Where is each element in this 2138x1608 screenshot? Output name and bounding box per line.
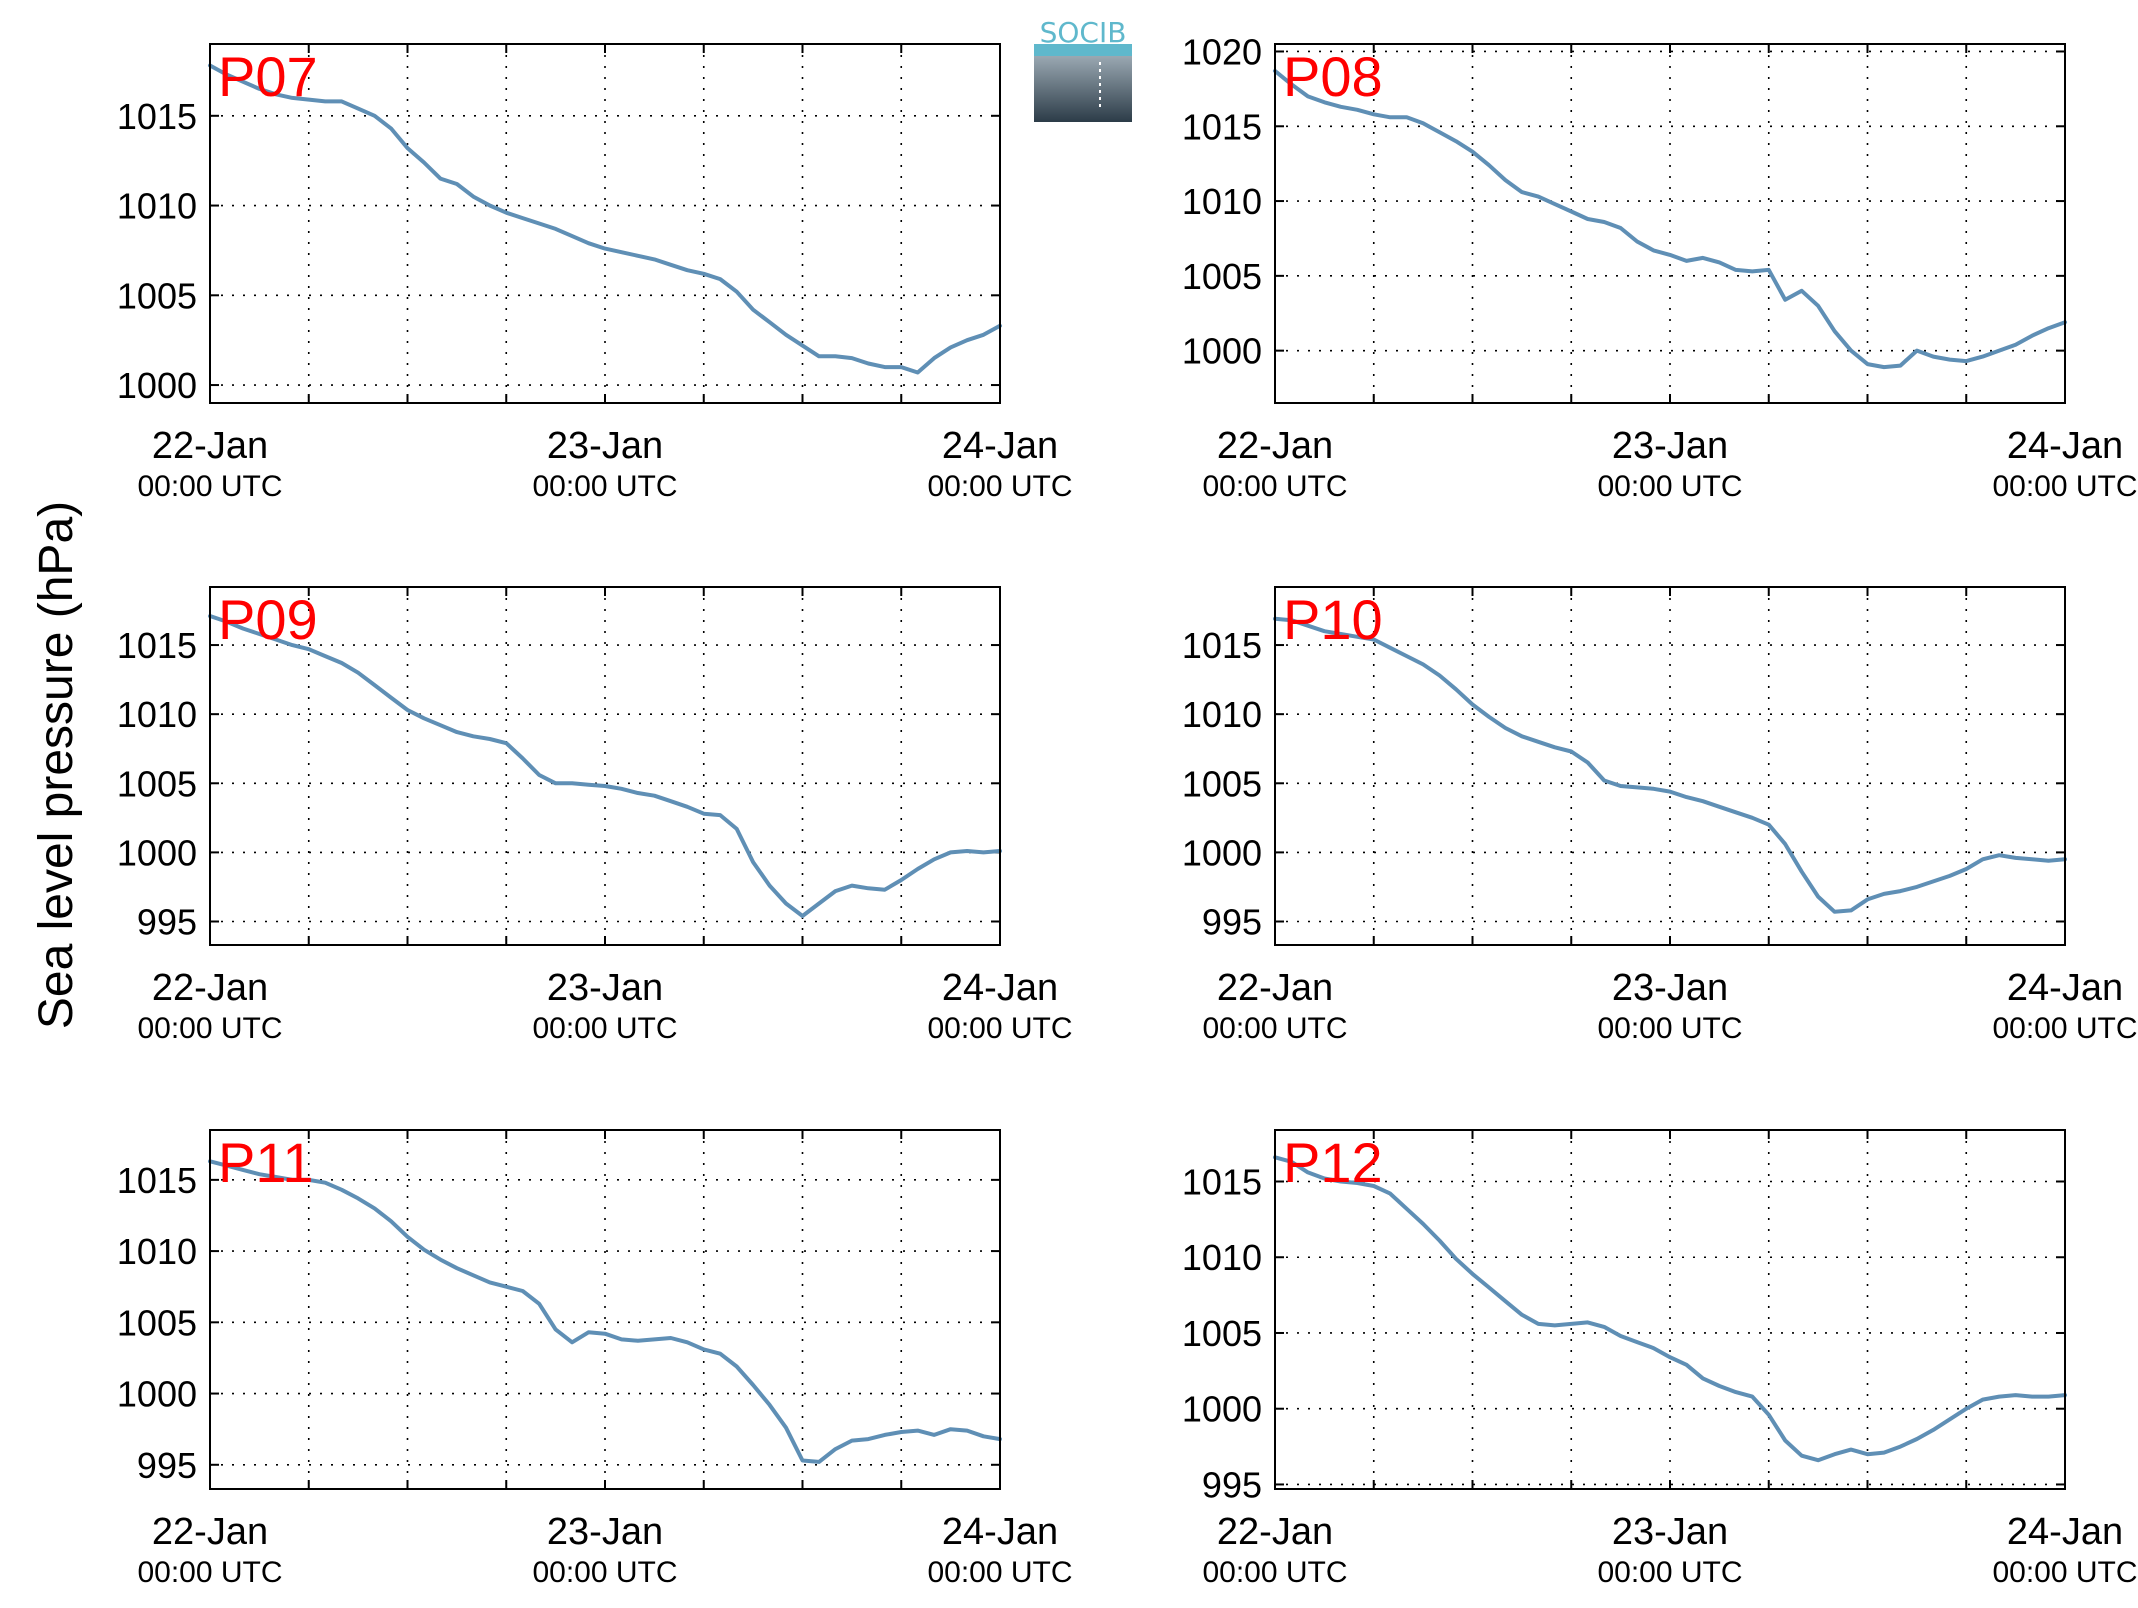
y-tick-label: 1005 bbox=[1182, 1313, 1262, 1354]
x-tick-date: 22-Jan bbox=[152, 425, 268, 467]
x-tick-time: 00:00 UTC bbox=[137, 470, 282, 503]
x-tick-date: 24-Jan bbox=[942, 967, 1058, 1009]
x-tick-time: 00:00 UTC bbox=[1202, 1556, 1347, 1589]
x-tick-time: 00:00 UTC bbox=[532, 1012, 677, 1045]
y-tick-label: 1010 bbox=[1182, 181, 1262, 222]
y-tick-label: 1015 bbox=[117, 96, 197, 137]
x-tick-date: 23-Jan bbox=[547, 967, 663, 1009]
x-tick-date: 24-Jan bbox=[942, 1511, 1058, 1553]
x-tick-time: 00:00 UTC bbox=[1597, 1012, 1742, 1045]
x-tick-date: 22-Jan bbox=[152, 1511, 268, 1553]
y-tick-label: 1010 bbox=[117, 694, 197, 735]
y-tick-label: 995 bbox=[137, 902, 197, 943]
x-tick-time: 00:00 UTC bbox=[532, 470, 677, 503]
y-tick-label: 1005 bbox=[1182, 763, 1262, 804]
y-tick-label: 1015 bbox=[1182, 106, 1262, 147]
panel-label-p10: P10 bbox=[1283, 588, 1383, 651]
axes-frame bbox=[1274, 586, 2066, 946]
x-tick-date: 23-Jan bbox=[1612, 425, 1728, 467]
y-tick-label: 1000 bbox=[117, 365, 197, 406]
x-tick-date: 24-Jan bbox=[2007, 1511, 2123, 1553]
y-tick-label: 1015 bbox=[117, 1160, 197, 1201]
y-tick-label: 1005 bbox=[117, 1302, 197, 1343]
panel-label-p08: P08 bbox=[1283, 45, 1383, 108]
x-tick-time: 00:00 UTC bbox=[137, 1556, 282, 1589]
panel-label-p09: P09 bbox=[218, 588, 318, 651]
panel-label-p07: P07 bbox=[218, 45, 318, 108]
x-tick-date: 24-Jan bbox=[942, 425, 1058, 467]
y-tick-label: 1000 bbox=[117, 832, 197, 873]
panel-label-p11: P11 bbox=[218, 1131, 313, 1194]
y-tick-label: 1005 bbox=[117, 275, 197, 316]
x-tick-date: 22-Jan bbox=[1217, 967, 1333, 1009]
y-tick-label: 995 bbox=[137, 1445, 197, 1486]
x-tick-time: 00:00 UTC bbox=[927, 1556, 1072, 1589]
y-tick-label: 995 bbox=[1202, 1464, 1262, 1505]
x-tick-date: 22-Jan bbox=[1217, 1511, 1333, 1553]
x-tick-time: 00:00 UTC bbox=[1992, 1556, 2137, 1589]
x-tick-time: 00:00 UTC bbox=[927, 470, 1072, 503]
y-tick-label: 995 bbox=[1202, 902, 1262, 943]
x-tick-date: 23-Jan bbox=[1612, 1511, 1728, 1553]
y-tick-label: 1010 bbox=[1182, 1237, 1262, 1278]
x-tick-time: 00:00 UTC bbox=[1597, 1556, 1742, 1589]
y-tick-label: 1000 bbox=[1182, 1389, 1262, 1430]
x-tick-time: 00:00 UTC bbox=[1597, 470, 1742, 503]
y-tick-label: 1010 bbox=[117, 186, 197, 227]
y-tick-label: 1000 bbox=[1182, 331, 1262, 372]
y-tick-label: 1005 bbox=[1182, 256, 1262, 297]
y-tick-label: 1010 bbox=[117, 1231, 197, 1272]
x-tick-date: 24-Jan bbox=[2007, 425, 2123, 467]
panel-label-p12: P12 bbox=[1283, 1131, 1383, 1194]
x-tick-time: 00:00 UTC bbox=[1202, 470, 1347, 503]
y-axis-label: Sea level pressure (hPa) bbox=[30, 501, 83, 1029]
x-tick-time: 00:00 UTC bbox=[532, 1556, 677, 1589]
axes-frame bbox=[209, 586, 1001, 946]
x-tick-time: 00:00 UTC bbox=[1992, 1012, 2137, 1045]
x-tick-date: 24-Jan bbox=[2007, 967, 2123, 1009]
x-tick-time: 00:00 UTC bbox=[1202, 1012, 1347, 1045]
x-tick-time: 00:00 UTC bbox=[927, 1012, 1072, 1045]
x-tick-date: 23-Jan bbox=[1612, 967, 1728, 1009]
y-tick-label: 1015 bbox=[117, 625, 197, 666]
axes-frame bbox=[1274, 43, 2066, 404]
axes-frame bbox=[209, 43, 1001, 404]
x-tick-time: 00:00 UTC bbox=[1992, 470, 2137, 503]
x-tick-date: 23-Jan bbox=[547, 425, 663, 467]
y-tick-label: 1005 bbox=[117, 763, 197, 804]
y-tick-label: 1020 bbox=[1182, 31, 1262, 72]
socib-logo: SOCIB bbox=[1034, 16, 1132, 122]
logo-text: SOCIB bbox=[1040, 16, 1127, 49]
x-tick-date: 22-Jan bbox=[1217, 425, 1333, 467]
y-tick-label: 1000 bbox=[117, 1374, 197, 1415]
x-tick-date: 22-Jan bbox=[152, 967, 268, 1009]
axes-frame bbox=[1274, 1129, 2066, 1490]
x-tick-date: 23-Jan bbox=[547, 1511, 663, 1553]
x-tick-time: 00:00 UTC bbox=[137, 1012, 282, 1045]
axes-frame bbox=[209, 1129, 1001, 1490]
y-tick-label: 1000 bbox=[1182, 832, 1262, 873]
y-tick-label: 1010 bbox=[1182, 694, 1262, 735]
y-tick-label: 1015 bbox=[1182, 625, 1262, 666]
y-tick-label: 1015 bbox=[1182, 1162, 1262, 1203]
